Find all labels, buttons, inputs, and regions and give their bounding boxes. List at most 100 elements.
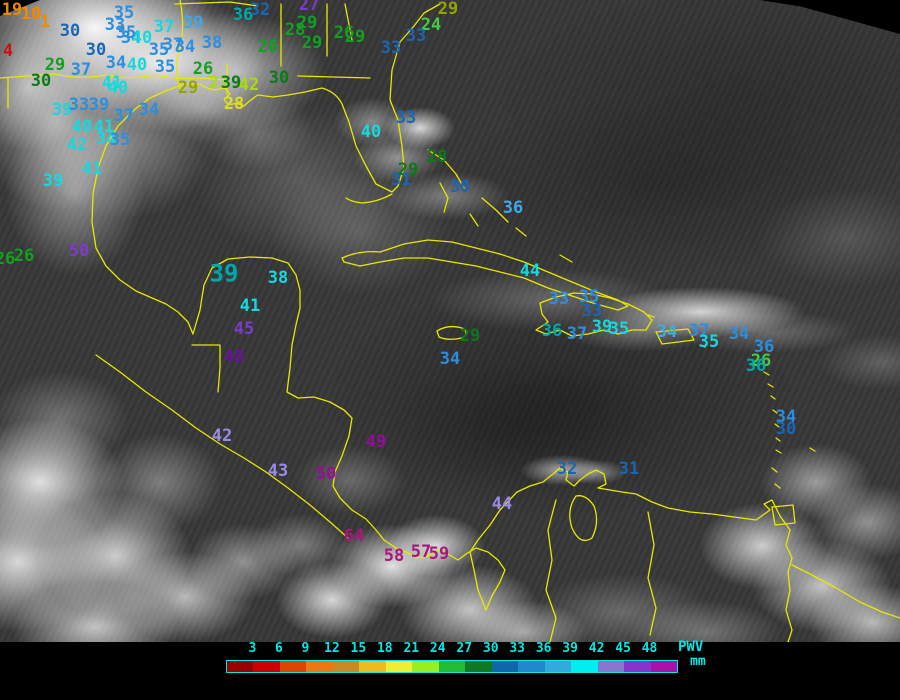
colorbar-segment [412,661,439,672]
cuba-outline [341,239,629,311]
pwv-station-value: 39 [88,95,110,116]
pwv-station-value: 38 [201,33,223,54]
pwv-station-value: 32 [556,459,578,480]
pwv-station-value: 35 [109,130,131,151]
pwv-station-value: 19 [1,0,23,21]
yucatan-coastline [192,256,301,393]
pwv-station-value: 42 [211,426,233,447]
colorbar-segment [253,661,280,672]
pwv-station-value: 26 [192,59,214,80]
pwv-station-value: 42 [66,135,88,156]
pwv-station-value: 41 [239,296,261,317]
pwv-station-value: 35 [608,319,630,340]
colorbar-tick-label: 39 [562,641,578,656]
colorbar-tick-label: 12 [324,641,340,656]
colorbar-tick-label: 36 [535,641,552,656]
pwv-station-value: 27 [298,0,320,16]
pwv-station-value: 58 [383,546,405,567]
pwv-station-value: 35 [578,287,600,308]
pwv-station-value: 39 [182,13,204,34]
pwv-station-value: 59 [428,544,450,565]
country-borders [545,499,657,642]
pwv-station-value: 57 [410,542,432,563]
pwv-station-value: 33 [395,108,417,129]
colorbar-tick-label: 45 [615,641,631,656]
pwv-station-value: 36 [232,5,254,26]
pwv-station-value: 31 [618,459,640,480]
pwv-station-value: 44 [491,494,513,515]
pwv-station-value: 33 [104,15,126,36]
colorbar-tick-label: 30 [482,641,499,656]
colorbar-segment [279,661,307,672]
pwv-station-value: 30 [449,177,471,198]
pwv-station-value: 43 [267,461,289,482]
pwv-station-value: 28 [426,147,448,168]
colorbar-segment [571,661,598,672]
pwv-station-value: 42 [238,75,260,96]
pwv-station-value: 4 [2,41,14,62]
pwv-station-value: 39 [51,100,73,121]
pwv-station-value: 41 [81,159,103,180]
south-america-coastline [469,467,793,611]
colorbar-segment [438,661,466,672]
colorbar-segment [465,661,492,672]
pwv-station-value: 26 [333,23,355,44]
pwv-station-value: 40 [360,122,382,143]
colorbar-segment [491,661,519,672]
pwv-station-value: 36 [502,198,524,219]
central-america-coastline [286,391,506,611]
pwv-station-value: 34 [174,37,196,58]
pwv-station-value: 37 [113,106,135,127]
colorbar-segment [624,661,651,672]
pwv-station-value: 39 [220,73,242,94]
pwv-station-value: 50 [315,464,337,485]
pwv-station-value: 49 [365,432,387,453]
pwv-station-value: 40 [71,117,93,138]
pacific-coastline [95,354,349,539]
colorbar-segment [518,661,545,672]
colorbar-tick-label: 6 [275,641,283,656]
pwv-station-value: 32 [249,0,271,21]
pwv-station-value: 48 [223,347,245,368]
pwv-station-value: 35 [148,40,170,61]
pwv-station-value: 29 [459,326,481,347]
pwv-station-value: 29 [344,27,366,48]
colorbar-tick-label: 48 [641,641,658,656]
orinoco-river [785,564,900,642]
pwv-station-value: 33 [548,289,570,310]
colorbar-tick-label: 33 [509,641,525,656]
bahamas-islands [427,149,655,318]
pwv-station-value: 29 [397,160,419,181]
pwv-station-value: 41 [101,73,123,94]
pwv-station-value: 34 [105,53,127,74]
pwv-station-value: 50 [68,241,90,262]
pwv-station-value: 39 [209,259,239,288]
pwv-station-value: 30 [775,419,797,440]
colorbar-tick-labels: 3 6 9 12 15 18 21 24 27 30 33 36 39 42 45 48 [226,641,676,656]
pwv-station-value: 44 [519,261,541,282]
pwv-station-value: 33 [380,38,402,59]
trinidad-outline [771,504,796,526]
colorbar-tick-label: 3 [248,641,257,656]
lesser-antilles-islands [699,344,816,489]
pwv-station-value: 29 [177,78,199,99]
guatemala-borders [191,344,221,393]
pwv-station-value: 30 [59,21,81,42]
pwv-station-value: 28 [223,94,245,115]
coastline-overlay [0,0,900,642]
colorbar-tick-label: 24 [429,641,446,656]
pwv-station-value: 34 [656,322,678,343]
pwv-station-value: 35 [154,57,176,78]
pwv-station-value: 35 [698,332,720,353]
pwv-station-value: 24 [420,15,442,36]
pwv-station-value: 34 [439,349,461,370]
pwv-station-value: 30 [30,71,52,92]
pwv-station-value: 26 [750,351,772,372]
pwv-station-value: 29 [44,55,66,76]
pwv-station-value: 31 [390,170,412,191]
puerto-rico-outline [655,328,695,345]
colorbar-tick-label: 15 [350,641,367,656]
pwv-station-value: 29 [301,33,323,54]
colorbar-tick-label: 9 [301,641,310,656]
colorbar [226,660,678,673]
